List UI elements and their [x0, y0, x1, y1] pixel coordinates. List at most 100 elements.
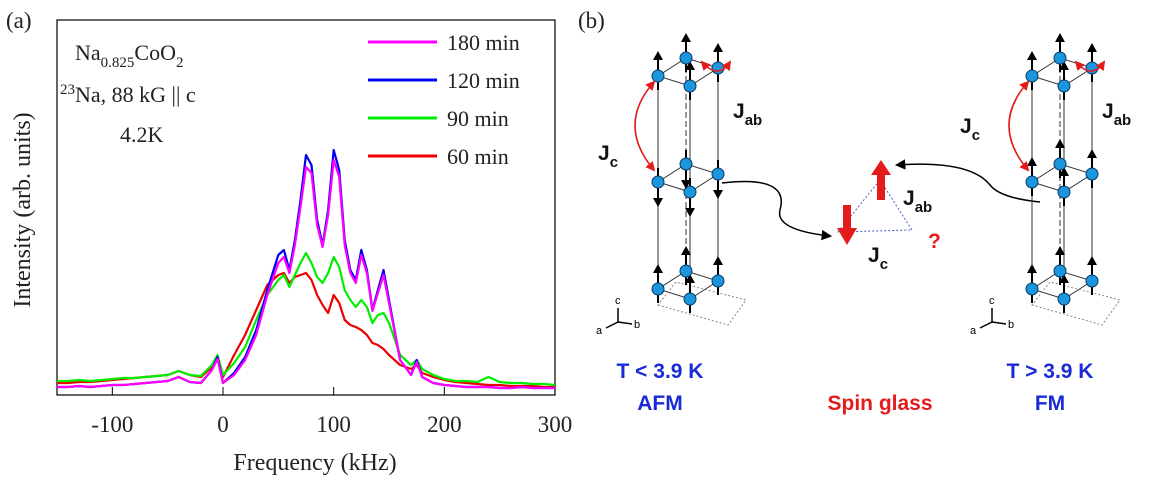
spin-site [1053, 51, 1067, 65]
phase-label: AFM [637, 392, 683, 415]
coupling-label: Jc [598, 142, 618, 171]
spin-head [1087, 43, 1097, 52]
spin-site [679, 51, 693, 65]
chart-a: (a) Frequency (kHz) Intensity (arb. unit… [6, 8, 572, 476]
series-line [57, 158, 555, 390]
annotation-superscript: 23 [60, 82, 75, 98]
diagram-b: (b) Jc Jab T < 3.9 K AFM Jab Jc ? Spin g… [578, 8, 1131, 415]
spin-head [713, 190, 723, 199]
coupling-label: Jab [1102, 100, 1131, 129]
spin-head [1055, 246, 1065, 255]
annotation-part: CoO [134, 40, 176, 65]
y-axis-label: Intensity (arb. units) [10, 112, 36, 307]
coupling-arrow [1008, 80, 1030, 172]
spin-arrow-down [837, 205, 857, 245]
axis-label: a [970, 325, 977, 337]
spin-head [685, 208, 695, 217]
coupling-label: Jc [868, 244, 888, 273]
question-mark: ? [928, 230, 941, 253]
spin-site [1085, 167, 1099, 181]
spin-site [1085, 61, 1099, 75]
spin-site [1053, 157, 1067, 171]
spin-site [679, 264, 693, 278]
spin-head [1087, 149, 1097, 158]
phase-label: FM [1035, 392, 1065, 415]
spin-head [713, 43, 723, 52]
legend-label: 180 min [447, 30, 520, 55]
spin-head [1027, 157, 1037, 166]
axis-triad [979, 308, 1007, 329]
axis-triad [605, 308, 633, 329]
symbol: J [733, 100, 745, 123]
spin-head [681, 33, 691, 42]
panel-label: (a) [6, 8, 32, 33]
spin-site [683, 185, 697, 199]
spin-head [653, 51, 663, 60]
plot-frame [56, 19, 556, 396]
annotation-subscript: 0.825 [101, 55, 135, 71]
spin-site [683, 292, 697, 306]
spin-head [681, 180, 691, 189]
annotation-part: Na, 88 kG || c [75, 82, 196, 107]
annotation-part: Na [75, 40, 101, 65]
x-axis-label: Frequency (kHz) [233, 450, 396, 476]
temperature-label: T < 3.9 K [617, 360, 704, 383]
subscript: c [880, 256, 888, 273]
subscript: c [610, 154, 618, 171]
spin-site [711, 61, 725, 75]
legend-label: 120 min [447, 68, 520, 93]
annotation: 23Na, 88 kG || c [60, 82, 196, 107]
annotation: 4.2K [120, 122, 164, 147]
spin-site [1025, 282, 1039, 296]
spin-arrow-up [871, 160, 891, 200]
spin-head [1059, 61, 1069, 70]
coupling-label: Jab [903, 187, 932, 216]
x-tick-label: 300 [538, 412, 573, 437]
coupling-arrow [634, 80, 656, 172]
spin-site [1085, 274, 1099, 288]
spin-head [681, 246, 691, 255]
spin-head [685, 61, 695, 70]
axis-label: a [596, 325, 603, 337]
spin-head [713, 256, 723, 265]
annotation-subscript: 2 [176, 55, 184, 71]
connector-arrow [894, 159, 1041, 203]
spin-head [1087, 256, 1097, 265]
symbol: J [903, 187, 915, 210]
spin-head [1027, 51, 1037, 60]
axis-label: c [615, 295, 621, 307]
legend-label: 90 min [447, 106, 509, 131]
symbol: J [868, 244, 880, 267]
spin-site [711, 274, 725, 288]
spin-site [683, 79, 697, 93]
subscript: ab [745, 112, 763, 129]
spin-site [1057, 185, 1071, 199]
subscript: c [972, 127, 980, 144]
spin-head [685, 274, 695, 283]
subscript: ab [915, 199, 933, 216]
series-line [57, 251, 556, 387]
spin-site [651, 282, 665, 296]
spin-site [1057, 292, 1071, 306]
spin-head [653, 264, 663, 273]
legend-label: 60 min [447, 144, 509, 169]
subscript: ab [1114, 112, 1132, 129]
spin-site [1057, 79, 1071, 93]
panel-label: (b) [578, 8, 605, 33]
spin-head [653, 198, 663, 207]
series-line [57, 271, 555, 389]
axis-label: b [1008, 319, 1014, 331]
coupling-label: Jc [960, 115, 980, 144]
spin-head [1059, 274, 1069, 283]
spin-head [1055, 33, 1065, 42]
spin-head [1059, 167, 1069, 176]
axis-label: b [634, 319, 640, 331]
coupling-label: Jab [733, 100, 762, 129]
lattice-base [1031, 281, 1121, 326]
x-tick-label: 200 [427, 412, 462, 437]
spin-site [711, 167, 725, 181]
spin-site [651, 175, 665, 189]
symbol: J [598, 142, 610, 165]
connector-arrow [721, 180, 833, 241]
